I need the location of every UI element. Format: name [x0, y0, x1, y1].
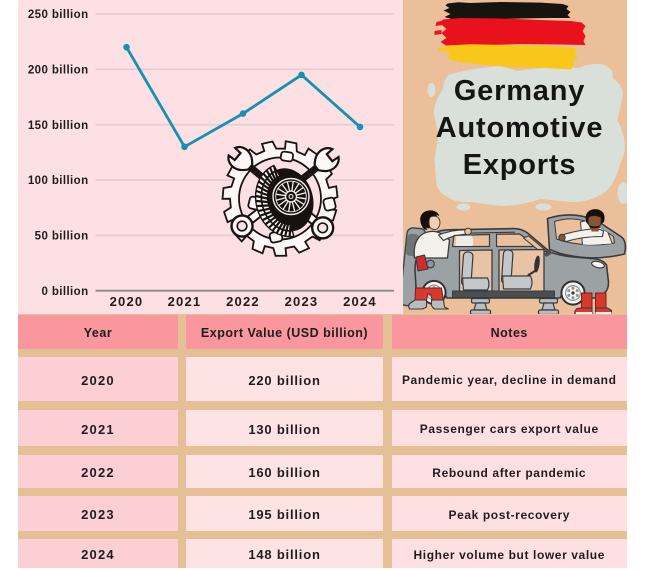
svg-text:2022: 2022 [226, 294, 260, 309]
svg-text:2023: 2023 [285, 294, 319, 309]
svg-text:0 billion: 0 billion [41, 286, 88, 298]
svg-text:50 billion: 50 billion [35, 231, 89, 243]
svg-text:150 billion: 150 billion [28, 120, 89, 132]
svg-text:2020: 2020 [110, 294, 144, 309]
svg-text:2021: 2021 [168, 294, 202, 309]
svg-text:250 billion: 250 billion [28, 9, 89, 21]
svg-text:2024: 2024 [343, 294, 377, 309]
svg-text:200 billion: 200 billion [28, 65, 89, 77]
svg-text:100 billion: 100 billion [28, 175, 89, 187]
